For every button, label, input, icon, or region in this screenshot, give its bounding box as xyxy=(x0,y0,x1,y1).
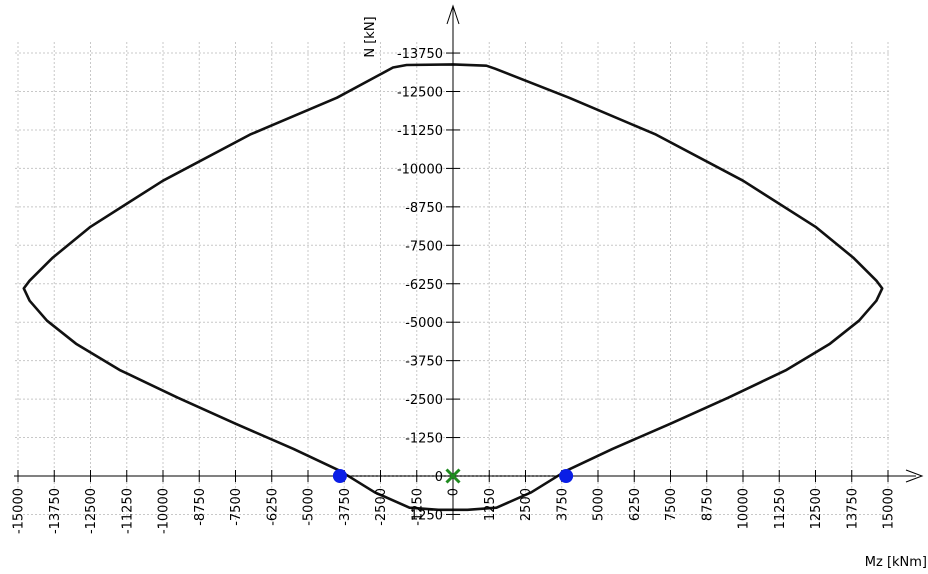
x-tick-label: 5000 xyxy=(592,488,607,521)
x-tick-label: 1250 xyxy=(483,488,498,521)
x-tick-label: -3750 xyxy=(338,488,353,526)
x-tick-label: -7500 xyxy=(229,488,244,526)
x-tick-label: 7500 xyxy=(664,488,679,521)
y-axis-arrow xyxy=(446,4,460,25)
x-tick-label: 2500 xyxy=(519,488,534,521)
y-tick-label: -3750 xyxy=(405,355,443,370)
x-tick-label: -1250 xyxy=(410,488,425,526)
limit-point-marker xyxy=(559,469,574,483)
x-tick-label: 15000 xyxy=(882,488,897,529)
x-tick-label: -5000 xyxy=(302,488,317,526)
y-tick-label: 1250 xyxy=(410,508,443,523)
y-tick-label: -8750 xyxy=(405,201,443,216)
x-tick-label: 8750 xyxy=(700,488,715,521)
y-tick-label: -1250 xyxy=(405,432,443,447)
x-tick-label: 12500 xyxy=(809,488,824,529)
y-tick-label: -11250 xyxy=(397,124,443,139)
axes xyxy=(14,4,924,520)
x-tick-labels: -15000 -13750 -12500 -11250 -10000 -8750 -7500… xyxy=(12,488,897,534)
y-tick-labels: -13750-12500-11250-10000-8750-7500-6250-… xyxy=(397,47,443,523)
y-tick-label: -7500 xyxy=(405,239,443,254)
x-tick-label: 13750 xyxy=(845,488,860,529)
x-tick-label: -11250 xyxy=(120,488,135,534)
y-tick-label: -13750 xyxy=(397,47,443,62)
y-tick-label: -2500 xyxy=(405,393,443,408)
x-axis-label: Mz [kNm] xyxy=(865,555,927,570)
x-tick-label: 6250 xyxy=(628,488,643,521)
y-tick-label: -5000 xyxy=(405,316,443,331)
load-point-cross-marker xyxy=(445,468,461,484)
x-tick-label: -13750 xyxy=(48,488,63,534)
cross-stroke xyxy=(445,468,461,484)
x-tick-label: -6250 xyxy=(265,488,280,526)
y-tick-label: -10000 xyxy=(397,162,443,177)
y-tick-label: 0 xyxy=(435,470,443,485)
y-tick-label: -12500 xyxy=(397,86,443,101)
interaction-curve-path xyxy=(22,63,884,512)
x-tick-label: 0 xyxy=(447,488,462,496)
y-axis-label: N [kN] xyxy=(363,16,378,57)
x-tick-label: 11250 xyxy=(773,488,788,529)
x-tick-label: -8750 xyxy=(193,488,208,526)
markers xyxy=(332,468,574,484)
interaction-curve xyxy=(22,63,884,512)
x-tick-label: -10000 xyxy=(157,488,172,534)
x-tick-label: -15000 xyxy=(12,488,27,534)
x-tick-label: -12500 xyxy=(84,488,99,534)
limit-point-marker xyxy=(332,469,347,483)
x-tick-label: -2500 xyxy=(374,488,389,526)
x-tick-label: 3750 xyxy=(555,488,570,521)
x-tick-label: 10000 xyxy=(737,488,752,529)
x-axis-arrow xyxy=(905,469,924,483)
y-tick-label: -6250 xyxy=(405,278,443,293)
